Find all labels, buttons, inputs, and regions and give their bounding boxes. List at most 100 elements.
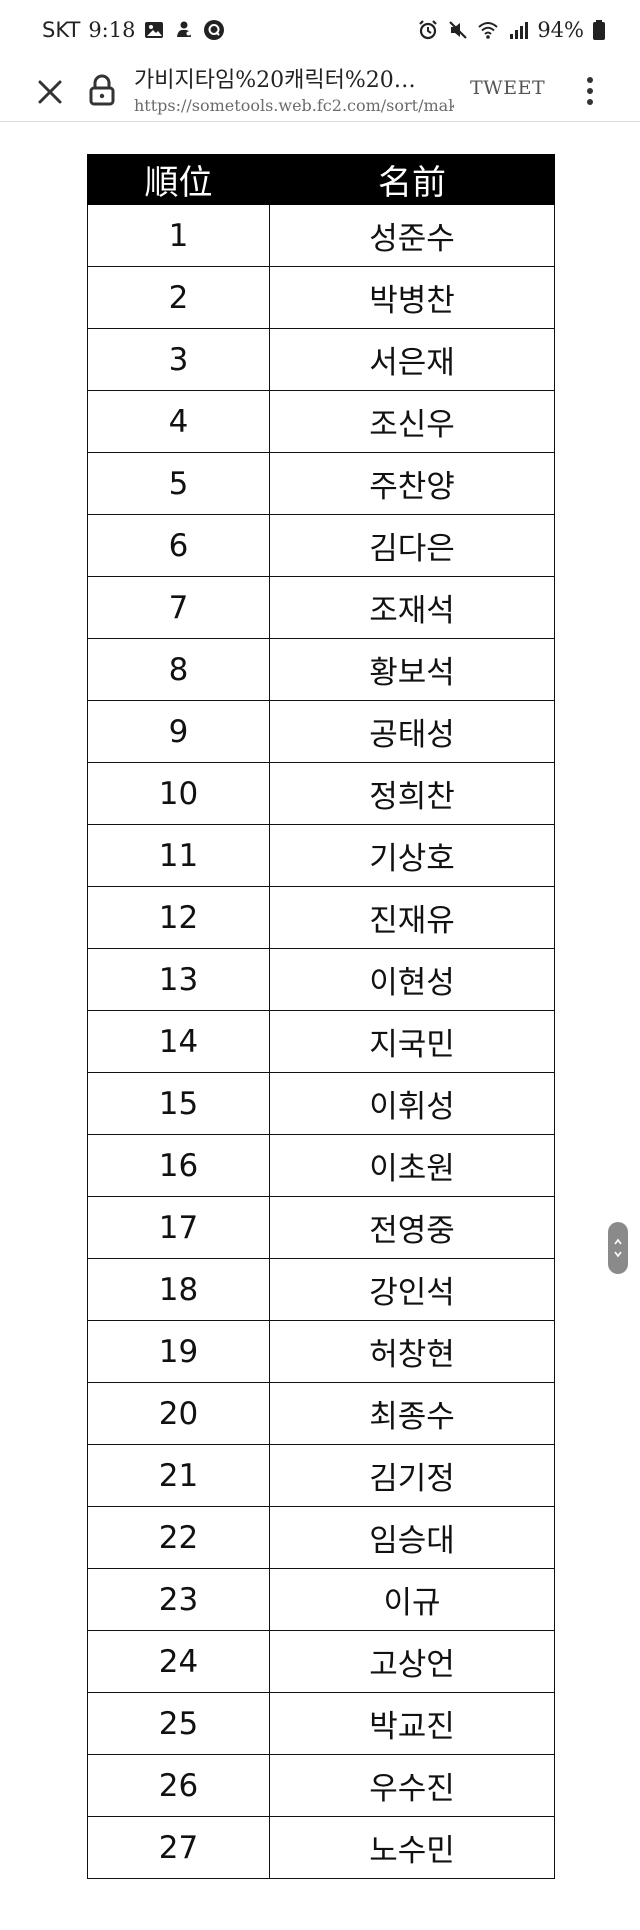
name-cell: 허창현	[269, 1320, 555, 1383]
tweet-button[interactable]: TWEET	[470, 77, 546, 99]
name-cell: 성준수	[269, 204, 555, 267]
rank-cell: 20	[87, 1382, 270, 1445]
rank-cell: 11	[87, 824, 270, 887]
rank-cell: 15	[87, 1072, 270, 1135]
close-icon[interactable]	[32, 74, 68, 110]
status-right: 94%	[417, 18, 606, 42]
table-row: 27 노수민	[87, 1816, 555, 1879]
battery-icon	[592, 19, 606, 41]
table-row: 9 공태성	[87, 700, 555, 763]
gallery-icon	[143, 19, 165, 41]
table-row: 12 진재유	[87, 886, 555, 949]
name-cell: 이휘성	[269, 1072, 555, 1135]
table-row: 25 박교진	[87, 1692, 555, 1755]
rank-cell: 6	[87, 514, 270, 577]
rank-cell: 16	[87, 1134, 270, 1197]
more-vert-icon[interactable]	[578, 72, 602, 110]
table-row: 4 조신우	[87, 390, 555, 453]
table-row: 20 최종수	[87, 1382, 555, 1445]
alarm-icon	[417, 19, 439, 41]
table-row: 7 조재석	[87, 576, 555, 639]
signal-icon	[507, 19, 529, 41]
table-row: 8 황보석	[87, 638, 555, 701]
rank-cell: 22	[87, 1506, 270, 1569]
rank-cell: 5	[87, 452, 270, 515]
table-row: 10 정희찬	[87, 762, 555, 825]
name-cell: 강인석	[269, 1258, 555, 1321]
name-cell: 고상언	[269, 1630, 555, 1693]
table-row: 15 이휘성	[87, 1072, 555, 1135]
header-name: 名前	[269, 154, 555, 205]
name-cell: 황보석	[269, 638, 555, 701]
name-cell: 지국민	[269, 1010, 555, 1073]
table-row: 23 이규	[87, 1568, 555, 1631]
chevron-down-icon	[614, 1251, 622, 1258]
name-cell: 임승대	[269, 1506, 555, 1569]
name-cell: 정희찬	[269, 762, 555, 825]
table-row: 24 고상언	[87, 1630, 555, 1693]
status-bar: SKT 9:18 94%	[0, 0, 640, 60]
scroll-handle[interactable]	[608, 1222, 628, 1274]
name-cell: 진재유	[269, 886, 555, 949]
rank-cell: 17	[87, 1196, 270, 1259]
carrier-label: SKT	[42, 18, 81, 42]
name-cell: 최종수	[269, 1382, 555, 1445]
status-left: SKT 9:18	[42, 18, 225, 42]
name-cell: 김기정	[269, 1444, 555, 1507]
rank-cell: 10	[87, 762, 270, 825]
page-url[interactable]: https://sometools.web.fc2.com/sort/mak	[134, 96, 454, 115]
table-row: 5 주찬양	[87, 452, 555, 515]
name-cell: 김다은	[269, 514, 555, 577]
name-cell: 공태성	[269, 700, 555, 763]
wifi-icon	[477, 19, 499, 41]
name-cell: 박교진	[269, 1692, 555, 1755]
rank-cell: 1	[87, 204, 270, 267]
rank-cell: 26	[87, 1754, 270, 1817]
table-row: 3 서은재	[87, 328, 555, 391]
clock: 9:18	[88, 18, 136, 42]
page-title[interactable]: 가비지타임%20캐릭터%20…	[134, 68, 416, 93]
rank-cell: 9	[87, 700, 270, 763]
rank-cell: 23	[87, 1568, 270, 1631]
name-cell: 기상호	[269, 824, 555, 887]
table-row: 11 기상호	[87, 824, 555, 887]
table-row: 26 우수진	[87, 1754, 555, 1817]
game-icon	[173, 19, 195, 41]
rank-cell: 3	[87, 328, 270, 391]
rank-cell: 24	[87, 1630, 270, 1693]
name-cell: 조신우	[269, 390, 555, 453]
name-cell: 이규	[269, 1568, 555, 1631]
table-row: 22 임승대	[87, 1506, 555, 1569]
name-cell: 주찬양	[269, 452, 555, 515]
rank-cell: 2	[87, 266, 270, 329]
rank-cell: 13	[87, 948, 270, 1011]
name-cell: 전영중	[269, 1196, 555, 1259]
name-cell: 이초원	[269, 1134, 555, 1197]
table-row: 14 지국민	[87, 1010, 555, 1073]
rank-cell: 4	[87, 390, 270, 453]
table-header-row: 順位 名前	[87, 154, 555, 205]
mute-icon	[447, 19, 469, 41]
table-row: 18 강인석	[87, 1258, 555, 1321]
rank-cell: 27	[87, 1816, 270, 1879]
header-rank: 順位	[87, 154, 270, 205]
ranking-body: 1 성준수 2 박병찬 3 서은재 4 조신우 5 주찬양 6 김다은 7 조재석 8 황보석 9 공태성 10 정희…	[87, 204, 555, 1879]
table-row: 19 허창현	[87, 1320, 555, 1383]
battery-percent: 94%	[537, 18, 584, 42]
name-cell: 우수진	[269, 1754, 555, 1817]
q-app-icon	[203, 19, 225, 41]
lock-icon[interactable]	[88, 73, 116, 107]
chevron-up-icon	[614, 1238, 622, 1245]
rank-cell: 7	[87, 576, 270, 639]
ranking-table: 順位 名前 1 성준수 2 박병찬 3 서은재 4 조신우 5 주찬양 6 김다은 7 조재석 8 황보석 9 공…	[87, 154, 555, 1879]
rank-cell: 21	[87, 1444, 270, 1507]
rank-cell: 12	[87, 886, 270, 949]
name-cell: 이현성	[269, 948, 555, 1011]
table-row: 1 성준수	[87, 204, 555, 267]
table-row: 21 김기정	[87, 1444, 555, 1507]
name-cell: 조재석	[269, 576, 555, 639]
name-cell: 박병찬	[269, 266, 555, 329]
browser-toolbar: 가비지타임%20캐릭터%20… https://sometools.web.fc…	[0, 60, 640, 122]
rank-cell: 14	[87, 1010, 270, 1073]
rank-cell: 19	[87, 1320, 270, 1383]
